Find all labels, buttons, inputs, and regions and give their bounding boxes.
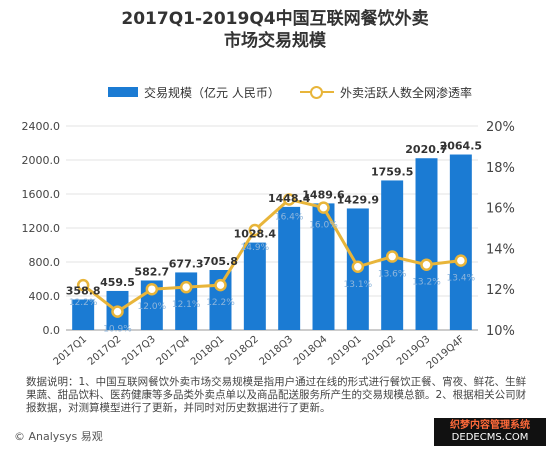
x-tick-label: 2017Q3: [120, 334, 157, 368]
line-data-label: 13.2%: [412, 278, 441, 288]
x-tick-label: 2019Q2: [361, 334, 398, 368]
watermark-line2: DEDECMS.COM: [451, 432, 529, 443]
line-point: [420, 258, 433, 271]
bar-data-label: 1028.4: [234, 228, 277, 241]
bar-data-label: 2020.7: [405, 143, 447, 156]
y-right-tick-label: 10%: [486, 324, 515, 339]
bar-data-label: 705.8: [203, 255, 238, 268]
line-data-label: 13.4%: [447, 274, 476, 284]
line-data-label: 13.1%: [344, 280, 373, 290]
bar-data-label: 358.8: [66, 285, 101, 298]
bar-data-label: 2064.5: [440, 140, 482, 153]
line-point: [248, 223, 262, 237]
chart-title-line1: 2017Q1-2019Q4中国互联网餐饮外卖: [121, 9, 429, 29]
y-left-tick-label: 1600.0: [22, 188, 61, 201]
x-tick-label: 2017Q2: [86, 334, 123, 368]
y-left-tick-label: 2000.0: [22, 154, 61, 167]
line-data-label: 10.9%: [103, 325, 132, 335]
line-point: [317, 201, 330, 214]
legend-line-marker: [310, 86, 323, 99]
y-right-tick-label: 14%: [486, 242, 515, 257]
bar: [312, 203, 335, 330]
x-tick-label: 2018Q4: [292, 334, 329, 368]
bar-data-label: 1448.4: [268, 192, 311, 205]
footer-source: © Analysys 易观: [14, 430, 103, 443]
line-point: [76, 278, 90, 292]
line-data-label: 16.4%: [275, 212, 304, 222]
x-tick-label: 2018Q1: [189, 334, 226, 368]
line-data-label: 13.6%: [378, 270, 407, 280]
bar-data-label: 1759.5: [371, 165, 413, 178]
line-point: [385, 250, 399, 263]
bar: [278, 206, 301, 330]
line-point: [454, 254, 468, 267]
line-data-label: 12.2%: [206, 298, 235, 308]
combo-chart: 0.0 400.0 800.0 1200.0 1600.0 2000.0 2400.0 10%…: [22, 120, 515, 370]
line-point: [111, 305, 124, 318]
y-left-tick-label: 400.0: [29, 290, 61, 303]
y-left-tick-label: 2400.0: [22, 120, 61, 133]
bar: [415, 158, 438, 330]
bar: [243, 242, 266, 330]
line-data-label: 14.9%: [241, 243, 270, 253]
line-data-label: 12.0%: [138, 302, 167, 312]
bar-data-label: 677.3: [169, 257, 204, 270]
chart-title-line2: 市场交易规模: [224, 31, 326, 51]
y-right-tick-label: 12%: [486, 283, 515, 298]
bar: [449, 154, 472, 330]
y-right-tick-label: 18%: [486, 161, 515, 176]
y-left-tick-label: 1200.0: [22, 222, 61, 235]
y-left-tick-label: 800.0: [29, 256, 61, 269]
line-point: [179, 280, 193, 294]
y-right-tick-label: 20%: [486, 120, 515, 135]
legend-line-label: 外卖活跃人数全网渗透率: [340, 86, 473, 100]
legend-bar-swatch: [108, 87, 138, 97]
data-note: 数据说明：1、中国互联网餐饮外卖市场交易规模是指用户通过在线的形式进行餐饮正餐、…: [26, 376, 527, 414]
line-point: [282, 193, 296, 206]
bar-data-label: 459.5: [100, 276, 135, 289]
x-tick-label: 2017Q4: [155, 334, 192, 368]
bar-data-label: 582.7: [134, 265, 169, 278]
y-right-tick-label: 16%: [486, 202, 515, 217]
line-point: [145, 282, 159, 296]
legend: 交易规模（亿元 人民币） 外卖活跃人数全网渗透率: [0, 82, 550, 102]
penetration-line: [82, 197, 462, 314]
x-tick-label: 2019Q1: [326, 334, 363, 368]
x-tick-label: 2019Q4F: [425, 334, 467, 370]
bar-data-label: 1489.6: [302, 188, 345, 201]
line-data-label: 12.1%: [172, 300, 201, 310]
x-tick-label: 2018Q2: [223, 334, 260, 368]
x-tick-label: 2018Q3: [258, 334, 295, 368]
bar: [72, 299, 95, 330]
bar-data-label: 1429.9: [337, 193, 379, 206]
x-tick-label: 2017Q1: [52, 334, 89, 368]
line-data-label: 16.0%: [309, 221, 338, 231]
line-data-label: 12.2%: [69, 298, 98, 308]
legend-bar-label: 交易规模（亿元 人民币）: [144, 86, 280, 100]
line-point: [351, 260, 365, 274]
y-left-tick-label: 0.0: [43, 324, 61, 337]
line-point: [214, 278, 227, 292]
watermark-line1: 织梦内容管理系统: [450, 420, 530, 431]
site-watermark: 织梦内容管理系统 DEDECMS.COM: [434, 418, 546, 446]
